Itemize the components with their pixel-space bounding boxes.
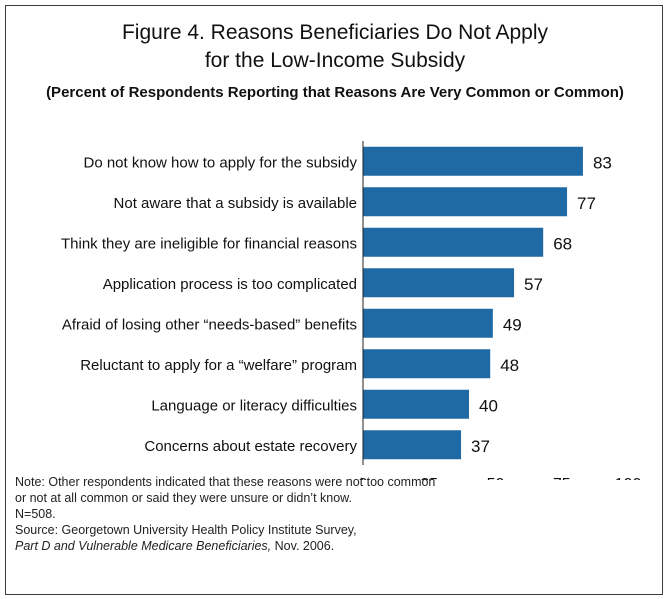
value-label: 68 [553,234,572,253]
bar [363,268,515,298]
figure-frame [5,5,663,595]
category-label: Think they are ineligible for financial … [61,235,357,252]
bar [363,227,544,257]
category-label: Language or literacy difficulties [151,397,357,414]
value-label: 40 [479,396,498,415]
source-date: Nov. 2006. [271,539,335,553]
x-tick-label: 25 [420,476,438,480]
bar-chart: Do not know how to apply for the subsidy… [61,141,642,480]
category-label: Concerns about estate recovery [144,438,357,455]
x-tick-label: 50 [487,476,505,480]
source-publication-title: Part D and Vulnerable Medicare Beneficia… [15,539,272,553]
note-line-2: or not at all common or said they were u… [15,491,352,505]
category-label: Not aware that a subsidy is available [114,195,357,212]
bar [363,389,469,419]
bar [363,187,568,217]
category-label: Application process is too complicated [103,276,357,293]
category-label: Afraid of losing other “needs-based” ben… [62,316,357,333]
value-label: 49 [503,315,522,334]
bar [363,146,583,176]
bar [363,349,491,379]
sample-size: N=508. [15,507,56,521]
source-line-2: Part D and Vulnerable Medicare Beneficia… [15,538,334,554]
value-label: 48 [500,356,519,375]
category-label: Do not know how to apply for the subsidy [84,154,358,171]
chart-title-line1: Figure 4. Reasons Beneficiaries Do Not A… [121,21,549,44]
x-tick-label: 100 [615,476,642,480]
category-label: Reluctant to apply for a “welfare” progr… [80,357,357,374]
bar [363,308,493,338]
note-line-1: Note: Other respondents indicated that t… [15,475,436,489]
source-line-1: Source: Georgetown University Health Pol… [15,523,357,537]
value-label: 57 [524,275,543,294]
value-label: 77 [577,194,596,213]
x-tick-label: 75 [553,476,571,480]
chart-title-line2: for the Low-Income Subsidy [204,49,466,72]
value-label: 37 [471,437,490,456]
value-label: 83 [593,153,612,172]
chart-subtitle: (Percent of Respondents Reporting that R… [46,84,624,101]
bar [363,430,462,460]
x-tick-label: 0 [359,476,368,480]
